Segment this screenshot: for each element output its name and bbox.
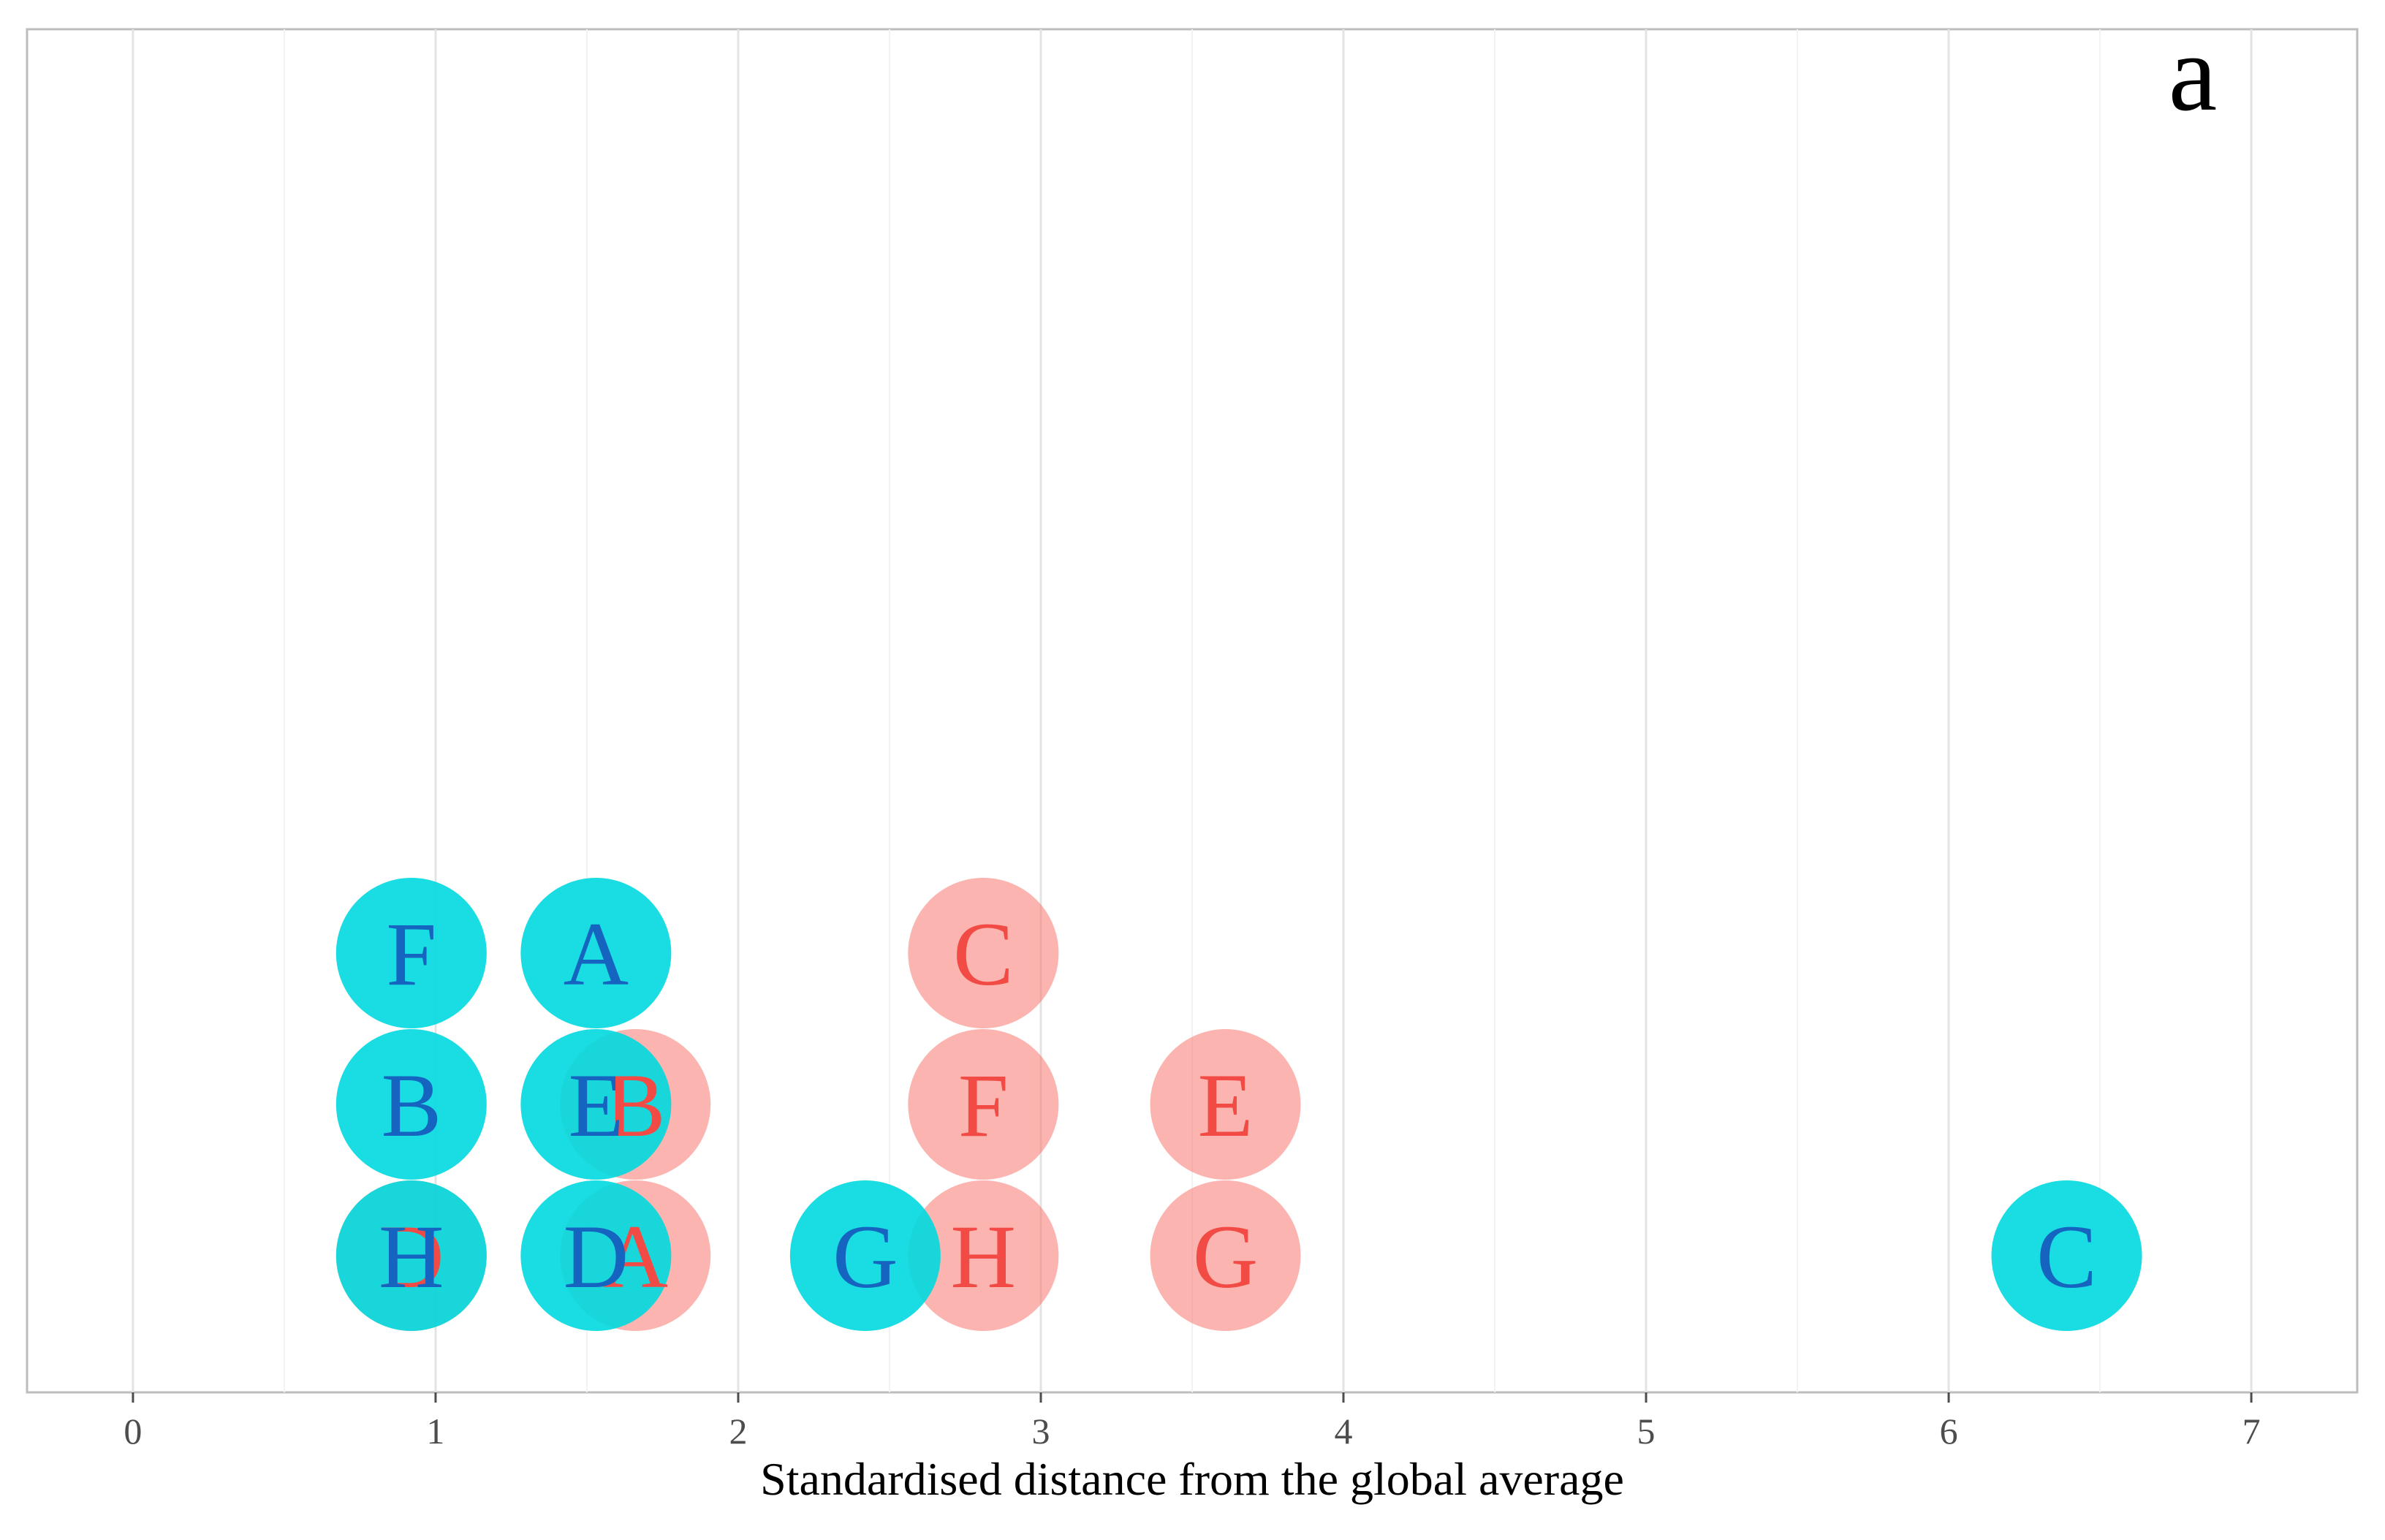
cyan-point-label-F: F [386, 904, 436, 1004]
cyan-point-A [520, 878, 672, 1028]
red-point-label-G: G [1193, 1207, 1259, 1307]
panel-label: a [2169, 12, 2218, 134]
cyan-point-G [789, 1180, 941, 1331]
red-point-label-B: B [605, 1055, 666, 1156]
x-tick-label: 4 [1335, 1411, 1353, 1452]
red-point-G [1150, 1180, 1301, 1331]
red-point-label-E: E [1198, 1055, 1254, 1156]
red-point-H [908, 1180, 1059, 1331]
x-tick-label: 7 [2242, 1411, 2261, 1452]
cyan-point-B [335, 1029, 487, 1180]
cyan-point-E [520, 1029, 672, 1180]
cyan-point-C [1991, 1180, 2142, 1331]
cyan-point-label-E: E [568, 1055, 623, 1156]
cyan-point-label-A: A [564, 904, 629, 1004]
x-tick-label: 3 [1031, 1411, 1050, 1452]
cyan-point-label-G: G [833, 1207, 898, 1307]
cyan-point-label-B: B [381, 1055, 441, 1156]
grid-lines [132, 29, 2253, 1392]
cyan-point-H [335, 1180, 487, 1331]
red-point-label-C: C [953, 904, 1014, 1004]
red-point-E [1150, 1029, 1301, 1180]
cyan-point-label-C: C [2036, 1207, 2097, 1307]
x-tick-label: 1 [426, 1411, 444, 1452]
x-axis-title: Standardised distance from the global av… [760, 1453, 1624, 1505]
x-tick-label: 5 [1637, 1411, 1656, 1452]
x-tick-label: 0 [124, 1411, 142, 1452]
red-point-label-D: D [379, 1207, 444, 1307]
red-point-label-H: H [951, 1207, 1017, 1307]
red-point-C [908, 878, 1059, 1028]
cyan-point-label-D: D [564, 1207, 629, 1307]
red-point-F [908, 1029, 1059, 1180]
x-tick-label: 2 [729, 1411, 747, 1452]
cyan-point-F [335, 878, 487, 1028]
cyan-point-label-H: H [379, 1207, 444, 1307]
red-point-label-A: A [602, 1207, 668, 1307]
x-tick-label: 6 [1940, 1411, 1958, 1452]
x-axis-ticks: 0 1 2 3 4 5 6 7 [124, 1392, 2261, 1452]
cyan-point-D [520, 1180, 672, 1331]
red-point-label-F: F [958, 1055, 1009, 1156]
